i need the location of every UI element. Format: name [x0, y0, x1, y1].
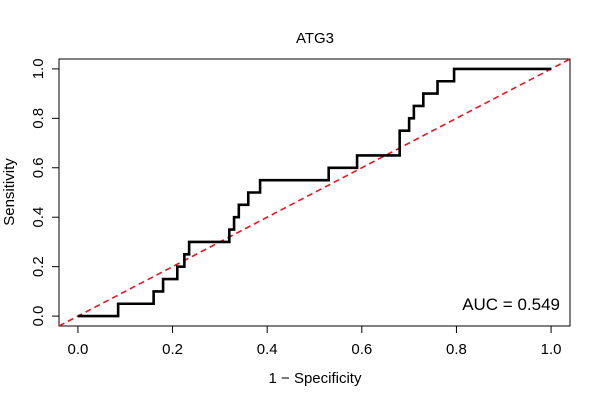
y-tick-label: 1.0	[30, 58, 47, 79]
y-tick-label: 0.8	[30, 108, 47, 129]
y-tick-label: 0.0	[30, 306, 47, 327]
y-tick-label: 0.6	[30, 157, 47, 178]
y-axis: 0.0 0.2 0.4 0.6 0.8 1.0	[30, 58, 60, 327]
auc-annotation: AUC = 0.549	[462, 295, 560, 314]
roc-curve-line	[77, 67, 552, 318]
x-axis: 0.0 0.2 0.4 0.6 0.8 1.0	[67, 325, 562, 358]
series-layer	[58, 58, 571, 327]
reference-diagonal-line	[58, 58, 571, 327]
x-axis-title: 1 − Specificity	[269, 370, 362, 387]
x-tick-label: 0.0	[67, 341, 88, 358]
y-tick-label: 0.4	[30, 207, 47, 228]
x-tick-label: 0.8	[446, 341, 467, 358]
x-tick-label: 0.2	[162, 341, 183, 358]
y-tick-label: 0.2	[30, 256, 47, 277]
chart-title: ATG3	[296, 30, 334, 47]
y-axis-title: Sensitivity	[1, 158, 18, 226]
x-tick-label: 0.4	[257, 341, 278, 358]
x-tick-label: 0.6	[351, 341, 372, 358]
x-tick-label: 1.0	[541, 341, 562, 358]
